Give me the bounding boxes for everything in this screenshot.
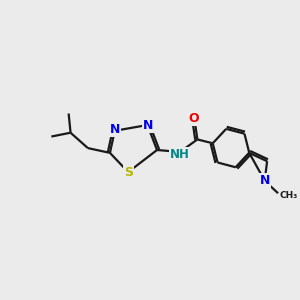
Text: S: S [124, 166, 133, 178]
Text: O: O [188, 112, 199, 125]
Text: N: N [260, 174, 270, 187]
Text: NH: NH [170, 148, 190, 161]
Text: N: N [143, 118, 154, 131]
Text: CH₃: CH₃ [279, 191, 297, 200]
Text: N: N [110, 123, 120, 136]
